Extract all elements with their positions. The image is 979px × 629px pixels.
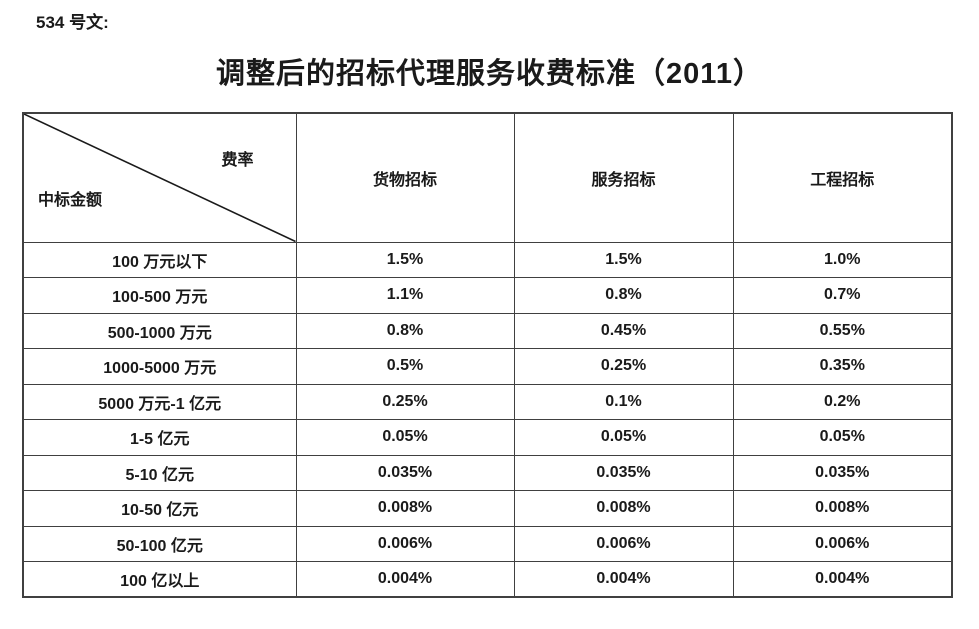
corner-label-rate: 费率	[221, 152, 254, 169]
rate-value: 0.035%	[513, 454, 734, 491]
diagonal-divider-line	[24, 114, 296, 242]
row-label: 100-500 万元	[22, 277, 297, 314]
rate-value: 0.25%	[513, 348, 734, 385]
doc-number-label: 534 号文:	[36, 13, 109, 32]
corner-label-amount: 中标金额	[38, 191, 103, 209]
rate-value: 0.004%	[295, 561, 515, 598]
rate-value: 1.1%	[295, 277, 515, 314]
rate-value: 0.035%	[732, 454, 953, 491]
table-row: 1000-5000 万元 0.5% 0.25% 0.35%	[22, 348, 953, 385]
rate-value: 0.05%	[513, 419, 734, 456]
rate-value: 0.55%	[732, 312, 953, 349]
table-header-row: 费率 中标金额 货物招标 服务招标 工程招标	[22, 112, 953, 243]
rate-value: 0.008%	[295, 490, 515, 527]
rate-value: 0.5%	[295, 348, 515, 385]
table-row: 5-10 亿元 0.035% 0.035% 0.035%	[22, 454, 953, 491]
diagonal-corner-cell: 费率 中标金额	[22, 112, 297, 243]
row-label: 1-5 亿元	[22, 419, 297, 456]
table-row: 100-500 万元 1.1% 0.8% 0.7%	[22, 277, 953, 314]
rate-value: 0.2%	[732, 383, 953, 420]
rate-value: 0.45%	[513, 312, 734, 349]
page-title: 调整后的招标代理服务收费标准（2011）	[216, 58, 763, 90]
rate-value: 0.05%	[295, 419, 515, 456]
rate-value: 0.05%	[732, 419, 953, 456]
rate-value: 0.35%	[732, 348, 953, 385]
rate-value: 0.25%	[295, 383, 515, 420]
rate-value: 0.008%	[732, 490, 953, 527]
table-row: 5000 万元-1 亿元 0.25% 0.1% 0.2%	[22, 383, 953, 420]
table-row: 100 亿以上 0.004% 0.004% 0.004%	[22, 561, 953, 598]
row-label: 100 亿以上	[22, 561, 297, 598]
row-label: 10-50 亿元	[22, 490, 297, 527]
row-label: 500-1000 万元	[22, 312, 297, 349]
rate-value: 0.004%	[513, 561, 734, 598]
rate-value: 0.006%	[513, 525, 734, 562]
column-header-goods: 货物招标	[295, 112, 515, 243]
rate-value: 1.5%	[513, 241, 734, 278]
row-label: 1000-5000 万元	[22, 348, 297, 385]
rate-value: 0.8%	[513, 277, 734, 314]
table-row: 50-100 亿元 0.006% 0.006% 0.006%	[22, 525, 953, 562]
column-header-service: 服务招标	[513, 112, 734, 243]
row-label: 5-10 亿元	[22, 454, 297, 491]
fee-rate-table: 费率 中标金额 货物招标 服务招标 工程招标 100 万元以下 1.5% 1.5…	[22, 112, 953, 598]
table-row: 500-1000 万元 0.8% 0.45% 0.55%	[22, 312, 953, 349]
row-label: 5000 万元-1 亿元	[22, 383, 297, 420]
row-label: 50-100 亿元	[22, 525, 297, 562]
rate-value: 0.1%	[513, 383, 734, 420]
rate-value: 0.004%	[732, 561, 953, 598]
table-row: 10-50 亿元 0.008% 0.008% 0.008%	[22, 490, 953, 527]
rate-value: 0.006%	[295, 525, 515, 562]
rate-value: 1.0%	[732, 241, 953, 278]
table-row: 1-5 亿元 0.05% 0.05% 0.05%	[22, 419, 953, 456]
column-header-engineering: 工程招标	[732, 112, 953, 243]
rate-value: 0.7%	[732, 277, 953, 314]
rate-value: 0.8%	[295, 312, 515, 349]
table-row: 100 万元以下 1.5% 1.5% 1.0%	[22, 241, 953, 278]
row-label: 100 万元以下	[22, 241, 297, 278]
rate-value: 0.008%	[513, 490, 734, 527]
rate-value: 1.5%	[295, 241, 515, 278]
rate-value: 0.035%	[295, 454, 515, 491]
rate-value: 0.006%	[732, 525, 953, 562]
